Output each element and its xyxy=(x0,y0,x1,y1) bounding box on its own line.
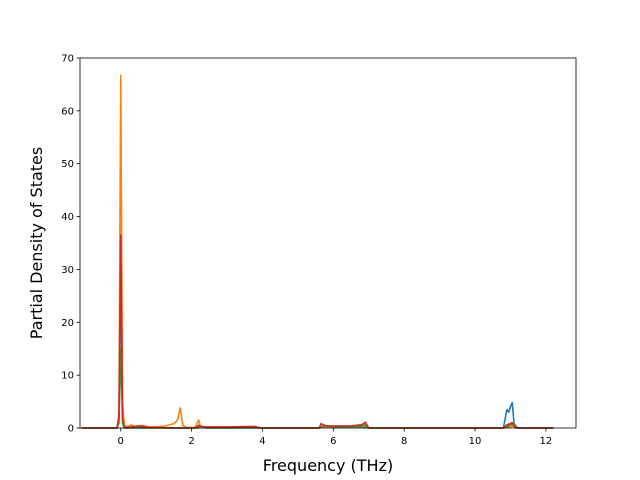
x-tick-label: 6 xyxy=(330,436,336,447)
x-tick-label: 2 xyxy=(188,436,194,447)
x-axis-label: Frequency (THz) xyxy=(263,456,393,475)
y-tick-label: 50 xyxy=(61,159,74,170)
y-axis-label: Partial Density of States xyxy=(27,147,46,339)
series-line-4 xyxy=(80,234,554,429)
x-tick-label: 12 xyxy=(540,436,553,447)
plot-background xyxy=(80,58,576,428)
y-tick-label: 20 xyxy=(61,318,74,329)
y-tick-label: 30 xyxy=(61,265,74,276)
x-tick-label: 4 xyxy=(259,436,265,447)
x-tick-label: 0 xyxy=(118,436,124,447)
y-tick-label: 0 xyxy=(68,424,74,435)
plot-frame xyxy=(79,57,577,429)
y-tick-label: 10 xyxy=(61,371,74,382)
y-tick-label: 70 xyxy=(61,54,74,65)
x-tick-label: 10 xyxy=(469,436,482,447)
series-line-3 xyxy=(80,347,554,429)
series-layer xyxy=(80,74,554,429)
y-tick-label: 40 xyxy=(61,212,74,223)
y-tick-label: 60 xyxy=(61,106,74,117)
tick-layer: 0 2 4 6 8 10 12 0 10 20 30 40 50 60 70 xyxy=(61,54,552,448)
x-tick-label: 8 xyxy=(401,436,407,447)
